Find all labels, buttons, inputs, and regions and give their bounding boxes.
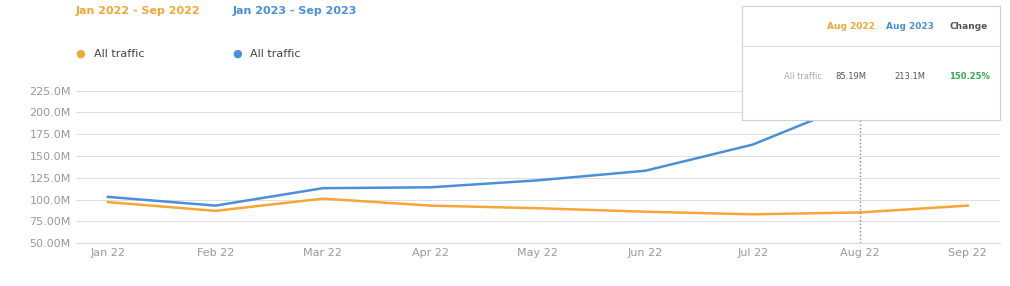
Text: All traffic: All traffic	[94, 49, 144, 59]
Text: Change: Change	[949, 22, 988, 31]
Text: All traffic: All traffic	[250, 49, 301, 59]
Text: 150.25%: 150.25%	[948, 72, 990, 81]
Text: 213.1M: 213.1M	[894, 72, 925, 81]
Text: Jan 2023 - Sep 2023: Jan 2023 - Sep 2023	[232, 6, 357, 16]
Text: 85.19M: 85.19M	[835, 72, 866, 81]
Text: Aug 2022: Aug 2022	[826, 22, 875, 31]
Text: All traffic: All traffic	[784, 72, 821, 81]
Text: Aug 2023: Aug 2023	[886, 22, 933, 31]
Text: Jan 2022 - Sep 2022: Jan 2022 - Sep 2022	[76, 6, 200, 16]
Text: ●: ●	[76, 49, 86, 59]
Text: ●: ●	[232, 49, 242, 59]
